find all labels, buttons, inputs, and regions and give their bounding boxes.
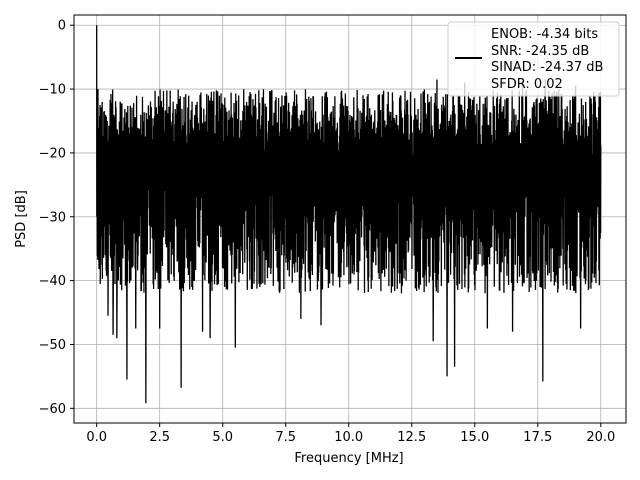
axis-ticks: 0.0 2.5 5.0 7.5 10.0 12.5 15.0 17.5 20.0 0 −10 −20 −… xyxy=(39,19,616,445)
series-layer xyxy=(96,25,602,404)
plot-area-frame xyxy=(73,14,627,424)
x-tick-label: 17.5 xyxy=(523,430,552,445)
x-tick-label: 2.5 xyxy=(149,430,170,445)
x-tick-label: 0.0 xyxy=(86,430,107,445)
x-tick-label: 20.0 xyxy=(586,430,615,445)
legend-line-enob: ENOB: -4.34 bits xyxy=(491,27,598,42)
x-tick-label: 10.0 xyxy=(334,430,363,445)
y-tick-label: −30 xyxy=(39,210,66,225)
y-tick-label: −60 xyxy=(39,402,66,417)
legend-box xyxy=(447,21,620,97)
legend-line-snr: SNR: -24.35 dB xyxy=(491,44,589,59)
x-tick-label: 7.5 xyxy=(275,430,296,445)
y-tick-label: −40 xyxy=(39,274,66,289)
y-tick-label: −50 xyxy=(39,338,66,353)
legend: ENOB: -4.34 bits SNR: -24.35 dB SINAD: -… xyxy=(447,21,620,97)
y-axis-label: PSD [dB] xyxy=(14,190,29,248)
psd-series-line xyxy=(96,25,602,404)
y-tick-label: −20 xyxy=(39,146,66,161)
x-axis-label: Frequency [MHz] xyxy=(294,451,403,466)
y-tick-label: −10 xyxy=(39,83,66,98)
x-tick-label: 15.0 xyxy=(460,430,489,445)
x-tick-label: 5.0 xyxy=(212,430,233,445)
y-tick-label: 0 xyxy=(58,19,66,34)
x-tick-label: 12.5 xyxy=(397,430,426,445)
legend-line-sinad: SINAD: -24.37 dB xyxy=(491,60,603,75)
legend-line-sfdr: SFDR: 0.02 xyxy=(491,77,563,92)
